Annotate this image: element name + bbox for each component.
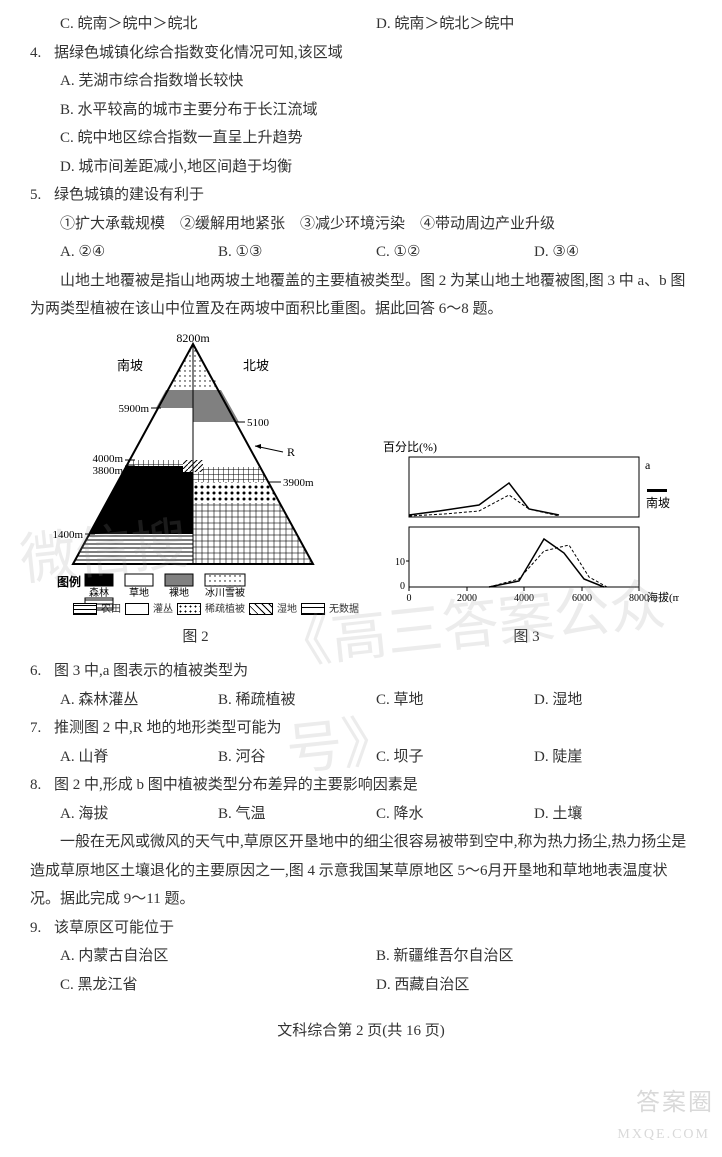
svg-text:5100: 5100 <box>247 417 270 429</box>
q4-num: 4. <box>30 39 54 68</box>
q7-options: A. 山脊 B. 河谷 C. 坝子 D. 陡崖 <box>60 743 692 772</box>
q8-opt-d: D. 土壤 <box>534 800 692 829</box>
q7-opt-c: C. 坝子 <box>376 743 534 772</box>
figure-captions: 图 2 图 3 <box>30 623 692 652</box>
north-slope-label: 北坡 <box>243 358 269 373</box>
q6-opt-d: D. 湿地 <box>534 686 692 715</box>
q8-opt-c: C. 降水 <box>376 800 534 829</box>
q9-opt-d: D. 西藏自治区 <box>376 971 692 1000</box>
q7-opt-b: B. 河谷 <box>218 743 376 772</box>
fig2-caption: 图 2 <box>46 623 346 652</box>
svg-text:2000: 2000 <box>457 593 477 604</box>
figure-2: 8200m 南坡 北坡 5900m 4000m 3800m 1400m 5100… <box>43 334 359 619</box>
svg-text:1400m: 1400m <box>52 529 83 541</box>
q3-opt-d: D. 皖南＞皖北＞皖中 <box>376 10 692 39</box>
svg-text:3900m: 3900m <box>283 477 314 489</box>
q5-options: A. ②④ B. ①③ C. ①② D. ③④ <box>60 238 692 267</box>
svg-text:a: a <box>645 458 651 472</box>
svg-text:裸地: 裸地 <box>169 586 189 599</box>
q5-opt-d: D. ③④ <box>534 238 692 267</box>
svg-text:森林: 森林 <box>89 586 109 599</box>
svg-text:R: R <box>287 445 295 459</box>
svg-text:草地: 草地 <box>129 586 149 599</box>
q4-stem: 4. 据绿色城镇化综合指数变化情况可知,该区域 <box>30 39 692 68</box>
page-footer: 文科综合第 2 页(共 16 页) <box>30 1017 692 1054</box>
svg-text:南坡: 南坡 <box>646 495 670 510</box>
q5-opt-a: A. ②④ <box>60 238 218 267</box>
q6-opt-c: C. 草地 <box>376 686 534 715</box>
q8-opt-b: B. 气温 <box>218 800 376 829</box>
svg-text:海拔(m): 海拔(m) <box>647 590 679 604</box>
mountain-diagram: 8200m 南坡 北坡 5900m 4000m 3800m 1400m 5100… <box>43 334 343 614</box>
q6-opt-a: A. 森林灌丛 <box>60 686 218 715</box>
q4-opt-b: B. 水平较高的城市主要分布于长江流域 <box>60 96 692 125</box>
svg-text:4000: 4000 <box>514 593 534 604</box>
svg-text:4000m: 4000m <box>92 453 123 465</box>
q9-opt-c: C. 黑龙江省 <box>60 971 376 1000</box>
q4-opt-d: D. 城市间差距减小,地区间趋于均衡 <box>60 153 692 182</box>
q9-options-ab: A. 内蒙古自治区 B. 新疆维吾尔自治区 <box>60 942 692 971</box>
q8-options: A. 海拔 B. 气温 C. 降水 D. 土壤 <box>60 800 692 829</box>
q5-stem: 5. 绿色城镇的建设有利于 <box>30 181 692 210</box>
q9-opt-b: B. 新疆维吾尔自治区 <box>376 942 692 971</box>
watermark-logo: 答案圈 <box>636 1081 714 1127</box>
q3-options-cd: C. 皖南＞皖中＞皖北 D. 皖南＞皖北＞皖中 <box>60 10 692 39</box>
fig3-caption: 图 3 <box>377 623 677 652</box>
q9-stem: 9. 该草原区可能位于 <box>30 914 692 943</box>
q4-text: 据绿色城镇化综合指数变化情况可知,该区域 <box>54 39 692 68</box>
passage-2: 山地土地覆被是指山地两坡土地覆盖的主要植被类型。图 2 为某山地土地覆被图,图 … <box>30 267 692 324</box>
q9-opt-a: A. 内蒙古自治区 <box>60 942 376 971</box>
watermark-url: MXQE.COM <box>617 1122 710 1149</box>
passage-3: 一般在无风或微风的天气中,草原区开垦地中的细尘很容易被带到空中,称为热力扬尘,热… <box>30 828 692 914</box>
q6-options: A. 森林灌丛 B. 稀疏植被 C. 草地 D. 湿地 <box>60 686 692 715</box>
svg-text:5900m: 5900m <box>118 403 149 415</box>
q4-opt-c: C. 皖中地区综合指数一直呈上升趋势 <box>60 124 692 153</box>
legend-row-2: 农田 灌丛 稀疏植被 湿地 无数据 <box>43 600 359 619</box>
svg-text:冰川雪被: 冰川雪被 <box>205 586 245 599</box>
q7-opt-a: A. 山脊 <box>60 743 218 772</box>
south-slope-label: 南坡 <box>117 358 143 373</box>
svg-text:百分比(%): 百分比(%) <box>383 440 437 454</box>
svg-text:0: 0 <box>400 581 405 592</box>
figure-3: 百分比(%) a 南坡 10 0 0 2000 4000 6 <box>379 439 679 619</box>
svg-text:0: 0 <box>407 593 412 604</box>
q9-options-cd: C. 黑龙江省 D. 西藏自治区 <box>60 971 692 1000</box>
percent-chart: 百分比(%) a 南坡 10 0 0 2000 4000 6 <box>379 439 679 619</box>
svg-text:3800m: 3800m <box>92 465 123 477</box>
q5-text: 绿色城镇的建设有利于 <box>54 181 692 210</box>
figures-container: 8200m 南坡 北坡 5900m 4000m 3800m 1400m 5100… <box>30 334 692 619</box>
q7-stem: 7. 推测图 2 中,R 地的地形类型可能为 <box>30 714 692 743</box>
q6-opt-b: B. 稀疏植被 <box>218 686 376 715</box>
q4-opt-a: A. 芜湖市综合指数增长较快 <box>60 67 692 96</box>
q6-stem: 6. 图 3 中,a 图表示的植被类型为 <box>30 657 692 686</box>
svg-text:6000: 6000 <box>572 593 592 604</box>
q8-stem: 8. 图 2 中,形成 b 图中植被类型分布差异的主要影响因素是 <box>30 771 692 800</box>
q5-opt-c: C. ①② <box>376 238 534 267</box>
q5-opt-b: B. ①③ <box>218 238 376 267</box>
q5-choices: ①扩大承载规模 ②缓解用地紧张 ③减少环境污染 ④带动周边产业升级 <box>60 210 692 239</box>
svg-text:10: 10 <box>395 557 405 568</box>
q7-opt-d: D. 陡崖 <box>534 743 692 772</box>
q5-num: 5. <box>30 181 54 210</box>
peak-label: 8200m <box>176 334 210 345</box>
q8-opt-a: A. 海拔 <box>60 800 218 829</box>
q3-opt-c: C. 皖南＞皖中＞皖北 <box>60 10 376 39</box>
svg-text:8000: 8000 <box>629 593 649 604</box>
svg-text:图例: 图例 <box>57 574 81 589</box>
